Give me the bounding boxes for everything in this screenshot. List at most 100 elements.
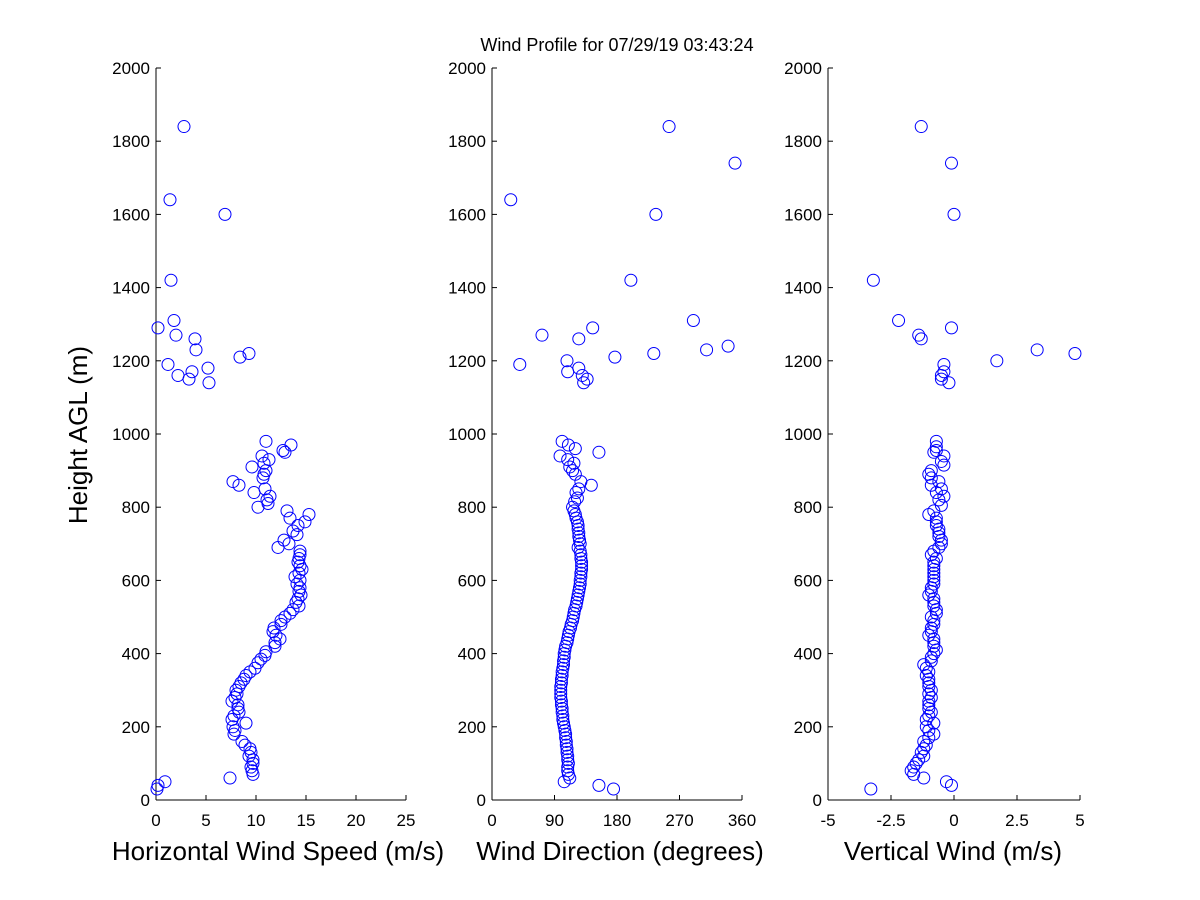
vertical-data-point [927, 636, 941, 650]
speed-x-axis-label: Horizontal Wind Speed (m/s) [112, 836, 444, 866]
direction-data-point [573, 537, 587, 551]
vertical-data-point [927, 559, 941, 573]
direction-data-point [573, 573, 587, 587]
speed-data-point [294, 588, 308, 602]
speed-data-point [286, 603, 300, 617]
vertical-data-point [927, 445, 941, 459]
vertical-y-tick-label: 1000 [784, 425, 822, 444]
speed-y-tick-label: 1400 [112, 279, 150, 298]
vertical-data-point [907, 767, 921, 781]
speed-data-point [185, 365, 199, 379]
speed-y-tick-label: 2000 [112, 59, 150, 78]
direction-y-tick-label: 1000 [448, 425, 486, 444]
vertical-data-point [924, 464, 938, 478]
direction-y-tick-label: 400 [458, 645, 486, 664]
vertical-data-point [922, 508, 936, 522]
vertical-data-point [1068, 346, 1082, 360]
direction-data-point [721, 339, 735, 353]
speed-data-point [266, 625, 280, 639]
direction-data-point [553, 449, 567, 463]
vertical-y-tick-label: 1200 [784, 352, 822, 371]
vertical-data-point [927, 544, 941, 558]
direction-data-point [557, 647, 571, 661]
speed-data-point [280, 504, 294, 518]
direction-data-point [561, 453, 575, 467]
speed-data-point [201, 361, 215, 375]
speed-y-tick-label: 400 [122, 645, 150, 664]
vertical-data-point [892, 314, 906, 328]
speed-data-point [274, 614, 288, 628]
direction-data-point [686, 314, 700, 328]
direction-x-tick-label: 360 [728, 811, 756, 830]
speed-data-point [246, 753, 260, 767]
speed-data-point [293, 544, 307, 558]
speed-data-point [292, 566, 306, 580]
direction-data-point [535, 328, 549, 342]
direction-data-point [577, 376, 591, 390]
speed-y-tick-label: 1600 [112, 205, 150, 224]
direction-data-point [700, 343, 714, 357]
vertical-y-tick-label: 1800 [784, 132, 822, 151]
direction-data-point [554, 683, 568, 697]
direction-data-point [566, 464, 580, 478]
direction-data-point [572, 332, 586, 346]
vertical-data-point [912, 753, 926, 767]
direction-x-tick-label: 270 [665, 811, 693, 830]
direction-data-point [561, 760, 575, 774]
direction-data-point [560, 354, 574, 368]
direction-data-point [555, 665, 569, 679]
vertical-x-tick-label: -5 [820, 811, 835, 830]
vertical-wind-panel: Vertical Wind (m/s) 0 200 400 600 800 1000 120… [784, 59, 1085, 866]
vertical-data-point [866, 273, 880, 287]
direction-x-axis-label: Wind Direction (degrees) [476, 836, 764, 866]
vertical-x-axis-label: Vertical Wind (m/s) [844, 836, 1062, 866]
speed-data-point [278, 445, 292, 459]
direction-data-point [555, 434, 569, 448]
speed-data-point [268, 636, 282, 650]
speed-data-point [271, 540, 285, 554]
speed-data-point [163, 193, 177, 207]
direction-data-point [574, 566, 588, 580]
speed-y-tick-label: 200 [122, 718, 150, 737]
speed-data-point [295, 562, 309, 576]
vertical-data-point [927, 617, 941, 631]
direction-data-point [561, 365, 575, 379]
speed-data-point [164, 273, 178, 287]
direction-data-point [568, 495, 582, 509]
vertical-y-tick-label: 1600 [784, 205, 822, 224]
vertical-data-point [924, 610, 938, 624]
speed-panel: Horizontal Wind Speed (m/s) Height AGL (… [63, 59, 444, 866]
vertical-y-tick-label: 600 [794, 571, 822, 590]
speed-x-tick-label: 0 [151, 811, 160, 830]
figure-title: Wind Profile for 07/29/19 03:43:24 [480, 35, 753, 55]
speed-data-point [293, 559, 307, 573]
vertical-data-point [934, 533, 948, 547]
vertical-data-point [937, 458, 951, 472]
speed-data-point [293, 573, 307, 587]
speed-data-point [269, 628, 283, 642]
direction-panel: Wind Direction (degrees) 0 200 400 600 800 10… [448, 59, 764, 866]
direction-y-tick-label: 1800 [448, 132, 486, 151]
speed-data-point [259, 434, 273, 448]
speed-x-tick-label: 15 [297, 811, 316, 830]
speed-data-point [202, 376, 216, 390]
direction-data-point [568, 442, 582, 456]
speed-data-point [289, 595, 303, 609]
speed-data-point [255, 449, 269, 463]
speed-data-point [244, 745, 258, 759]
direction-data-point [574, 548, 588, 562]
direction-data-point [560, 742, 574, 756]
vertical-data-point [932, 529, 946, 543]
direction-data-point [571, 519, 585, 532]
direction-data-point [592, 445, 606, 459]
vertical-y-tick-label: 800 [794, 498, 822, 517]
speed-data-point [246, 756, 260, 770]
direction-y-tick-label: 1400 [448, 279, 486, 298]
speed-data-point [291, 592, 305, 606]
vertical-x-tick-label: 5 [1075, 811, 1084, 830]
vertical-data-point [927, 562, 941, 576]
vertical-x-tick-label: 2.5 [1005, 811, 1029, 830]
vertical-data-point [864, 782, 878, 796]
vertical-x-tick-label: -2.5 [876, 811, 905, 830]
speed-x-tick-label: 5 [201, 811, 210, 830]
